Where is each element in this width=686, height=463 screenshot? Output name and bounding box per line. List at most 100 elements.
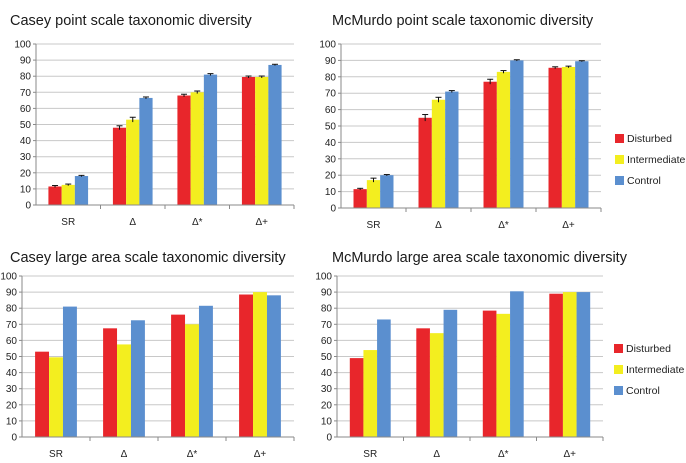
y-tick-label: 50 <box>6 352 18 363</box>
bar-intermediate <box>49 357 63 437</box>
chart-panel-2: McMurdo point scale taxonomic diversity 0… <box>319 13 602 231</box>
bar-intermediate <box>61 184 75 205</box>
bar-intermediate <box>185 324 199 437</box>
y-tick-label: 40 <box>20 136 32 147</box>
x-tick-label: Δ+ <box>255 217 268 228</box>
bar-control <box>266 295 281 437</box>
bar-intermediate <box>366 180 381 208</box>
bar-intermediate <box>429 333 444 437</box>
bar-control <box>62 306 77 437</box>
bar-control <box>445 91 459 208</box>
legend-swatch-intermediate <box>615 155 624 164</box>
chart-panel-4: McMurdo large area scale taxonomic diver… <box>315 250 628 460</box>
legend: Disturbed Intermediate Control <box>614 343 685 397</box>
bar-disturbed <box>483 81 497 208</box>
legend-swatch-control <box>615 176 624 185</box>
bar-intermediate <box>255 77 269 205</box>
bar-control <box>74 176 89 205</box>
bar-disturbed <box>482 310 497 437</box>
y-tick-label: 10 <box>6 416 18 427</box>
y-tick-label: 100 <box>14 40 31 51</box>
y-tick-label: 80 <box>6 304 18 315</box>
bar-control <box>380 175 394 208</box>
legend-label: Control <box>627 175 661 187</box>
y-tick-label: 70 <box>6 320 18 331</box>
bar-disturbed <box>349 358 364 437</box>
legend-label: Control <box>626 385 660 397</box>
bar-control <box>576 292 591 437</box>
bar-disturbed <box>548 67 562 208</box>
y-tick-label: 0 <box>11 433 17 444</box>
chart-panel-1: Casey point scale taxonomic diversity 0 10… <box>10 13 295 228</box>
x-tick-label: SR <box>363 449 377 458</box>
bar-control <box>198 305 213 437</box>
bar-disturbed <box>241 77 256 205</box>
bar-disturbed <box>549 293 563 437</box>
x-tick-label: SR <box>367 220 381 231</box>
x-tick-label: Δ <box>121 449 128 458</box>
y-tick-label: 100 <box>0 272 17 283</box>
y-tick-label: 80 <box>321 304 333 315</box>
bar-control <box>139 97 153 205</box>
x-tick-label: Δ* <box>498 449 509 458</box>
y-tick-label: 0 <box>25 201 31 212</box>
bar-disturbed <box>171 314 186 437</box>
bar-intermediate <box>363 350 378 437</box>
y-tick-label: 90 <box>20 56 32 67</box>
bar-disturbed <box>353 189 367 208</box>
y-tick-label: 100 <box>315 272 332 283</box>
y-tick-label: 90 <box>321 288 333 299</box>
x-tick-label: Δ <box>129 217 136 228</box>
y-tick-label: 30 <box>321 384 333 395</box>
bar-control <box>130 320 145 437</box>
x-tick-label: Δ+ <box>563 449 576 458</box>
x-tick-label: Δ+ <box>254 449 267 458</box>
bar-control <box>268 64 282 206</box>
bar-intermediate <box>562 292 577 437</box>
bar-intermediate <box>431 99 446 208</box>
legend-swatch-control <box>614 386 623 395</box>
y-tick-label: 40 <box>6 368 18 379</box>
y-tick-label: 30 <box>325 154 337 165</box>
bar-disturbed <box>112 127 127 205</box>
bar-control <box>510 291 524 437</box>
y-tick-label: 0 <box>330 204 336 215</box>
chart-title: McMurdo large area scale taxonomic diver… <box>332 250 628 266</box>
y-tick-label: 50 <box>325 122 337 133</box>
legend: Disturbed Intermediate Control <box>615 133 686 187</box>
chart-title: Casey point scale taxonomic diversity <box>10 13 253 29</box>
bar-control <box>510 60 524 209</box>
y-tick-label: 30 <box>20 152 32 163</box>
bar-control <box>377 319 391 437</box>
bar-intermediate <box>561 66 576 209</box>
x-tick-label: SR <box>49 449 63 458</box>
y-tick-label: 10 <box>20 184 32 195</box>
legend-label: Intermediate <box>626 364 685 376</box>
bar-disturbed <box>418 117 432 208</box>
y-tick-label: 60 <box>20 104 32 115</box>
x-tick-label: Δ <box>435 220 442 231</box>
bar-disturbed <box>35 351 50 437</box>
bar-intermediate <box>253 292 267 437</box>
legend-swatch-intermediate <box>614 365 623 374</box>
y-tick-label: 10 <box>321 416 333 427</box>
legend-label: Disturbed <box>626 343 671 355</box>
y-tick-label: 80 <box>325 72 337 83</box>
bar-intermediate <box>496 71 511 208</box>
y-tick-label: 20 <box>20 168 32 179</box>
y-tick-label: 70 <box>325 89 337 100</box>
y-tick-label: 80 <box>20 72 32 83</box>
bar-disturbed <box>416 328 430 437</box>
x-tick-label: Δ* <box>192 217 203 228</box>
x-tick-label: Δ+ <box>562 220 575 231</box>
bar-disturbed <box>48 186 62 205</box>
bar-control <box>443 309 458 437</box>
x-tick-label: Δ* <box>187 449 198 458</box>
bar-intermediate <box>190 92 204 205</box>
legend-swatch-disturbed <box>614 344 623 353</box>
y-tick-label: 60 <box>325 105 337 116</box>
y-tick-label: 20 <box>6 400 18 411</box>
bar-control <box>575 61 589 208</box>
legend-label: Disturbed <box>627 133 672 145</box>
